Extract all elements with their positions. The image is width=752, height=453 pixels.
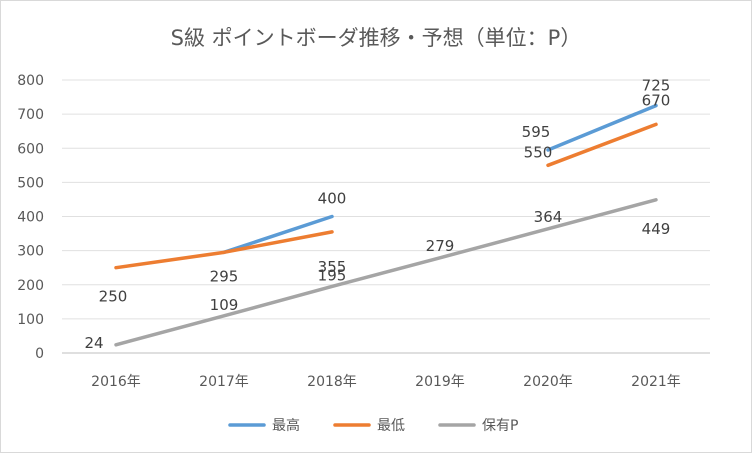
series-line-0 (546, 103, 658, 152)
series-line-0 (222, 214, 334, 255)
x-tick-label: 2020年 (523, 374, 573, 390)
data-label: 279 (426, 237, 455, 255)
legend: 最高 最低 保有P (228, 417, 518, 434)
y-tick-label: 200 (17, 278, 44, 294)
series-lines (114, 103, 658, 347)
x-tick-label: 2017年 (199, 374, 249, 390)
data-labels: 400 595 725 250 295 355 550 670 24 109 195 279 364 44… (84, 77, 670, 352)
series-line-1 (546, 122, 658, 168)
data-label: 355 (318, 258, 347, 276)
y-axis-ticks: 0 100 200 300 400 500 600 700 800 (17, 73, 44, 362)
data-label: 109 (210, 296, 239, 314)
x-tick-label: 2016年 (91, 374, 141, 390)
y-tick-label: 500 (17, 175, 44, 191)
data-label: 250 (99, 288, 128, 306)
y-tick-label: 400 (17, 210, 44, 226)
legend-label: 最高 (272, 417, 300, 434)
data-label: 364 (534, 208, 563, 226)
y-tick-label: 600 (17, 141, 44, 157)
data-label: 595 (522, 123, 551, 141)
legend-label: 保有P (482, 418, 518, 434)
y-tick-label: 100 (17, 312, 44, 328)
chart-title: S級 ポイントボーダ推移・予想（単位：P） (171, 26, 582, 50)
series-line-1 (114, 230, 334, 270)
legend-label: 最低 (377, 418, 405, 434)
gridlines (62, 79, 710, 354)
x-axis-ticks: 2016年 2017年 2018年 2019年 2020年 2021年 (91, 374, 681, 390)
y-tick-label: 800 (17, 73, 44, 89)
y-tick-label: 700 (17, 107, 44, 123)
y-tick-label: 0 (35, 346, 44, 362)
x-tick-label: 2018年 (307, 374, 357, 390)
data-label: 195 (318, 266, 347, 284)
data-label: 449 (642, 220, 671, 238)
data-label: 400 (318, 190, 347, 208)
data-label: 24 (84, 334, 103, 352)
x-tick-label: 2021年 (631, 374, 681, 390)
y-tick-label: 300 (17, 244, 44, 260)
series-line-2 (114, 198, 658, 347)
data-label: 295 (210, 267, 239, 285)
data-label: 550 (524, 143, 553, 161)
x-tick-label: 2019年 (415, 374, 465, 390)
data-label: 725 (642, 77, 671, 95)
data-label: 670 (642, 91, 671, 109)
